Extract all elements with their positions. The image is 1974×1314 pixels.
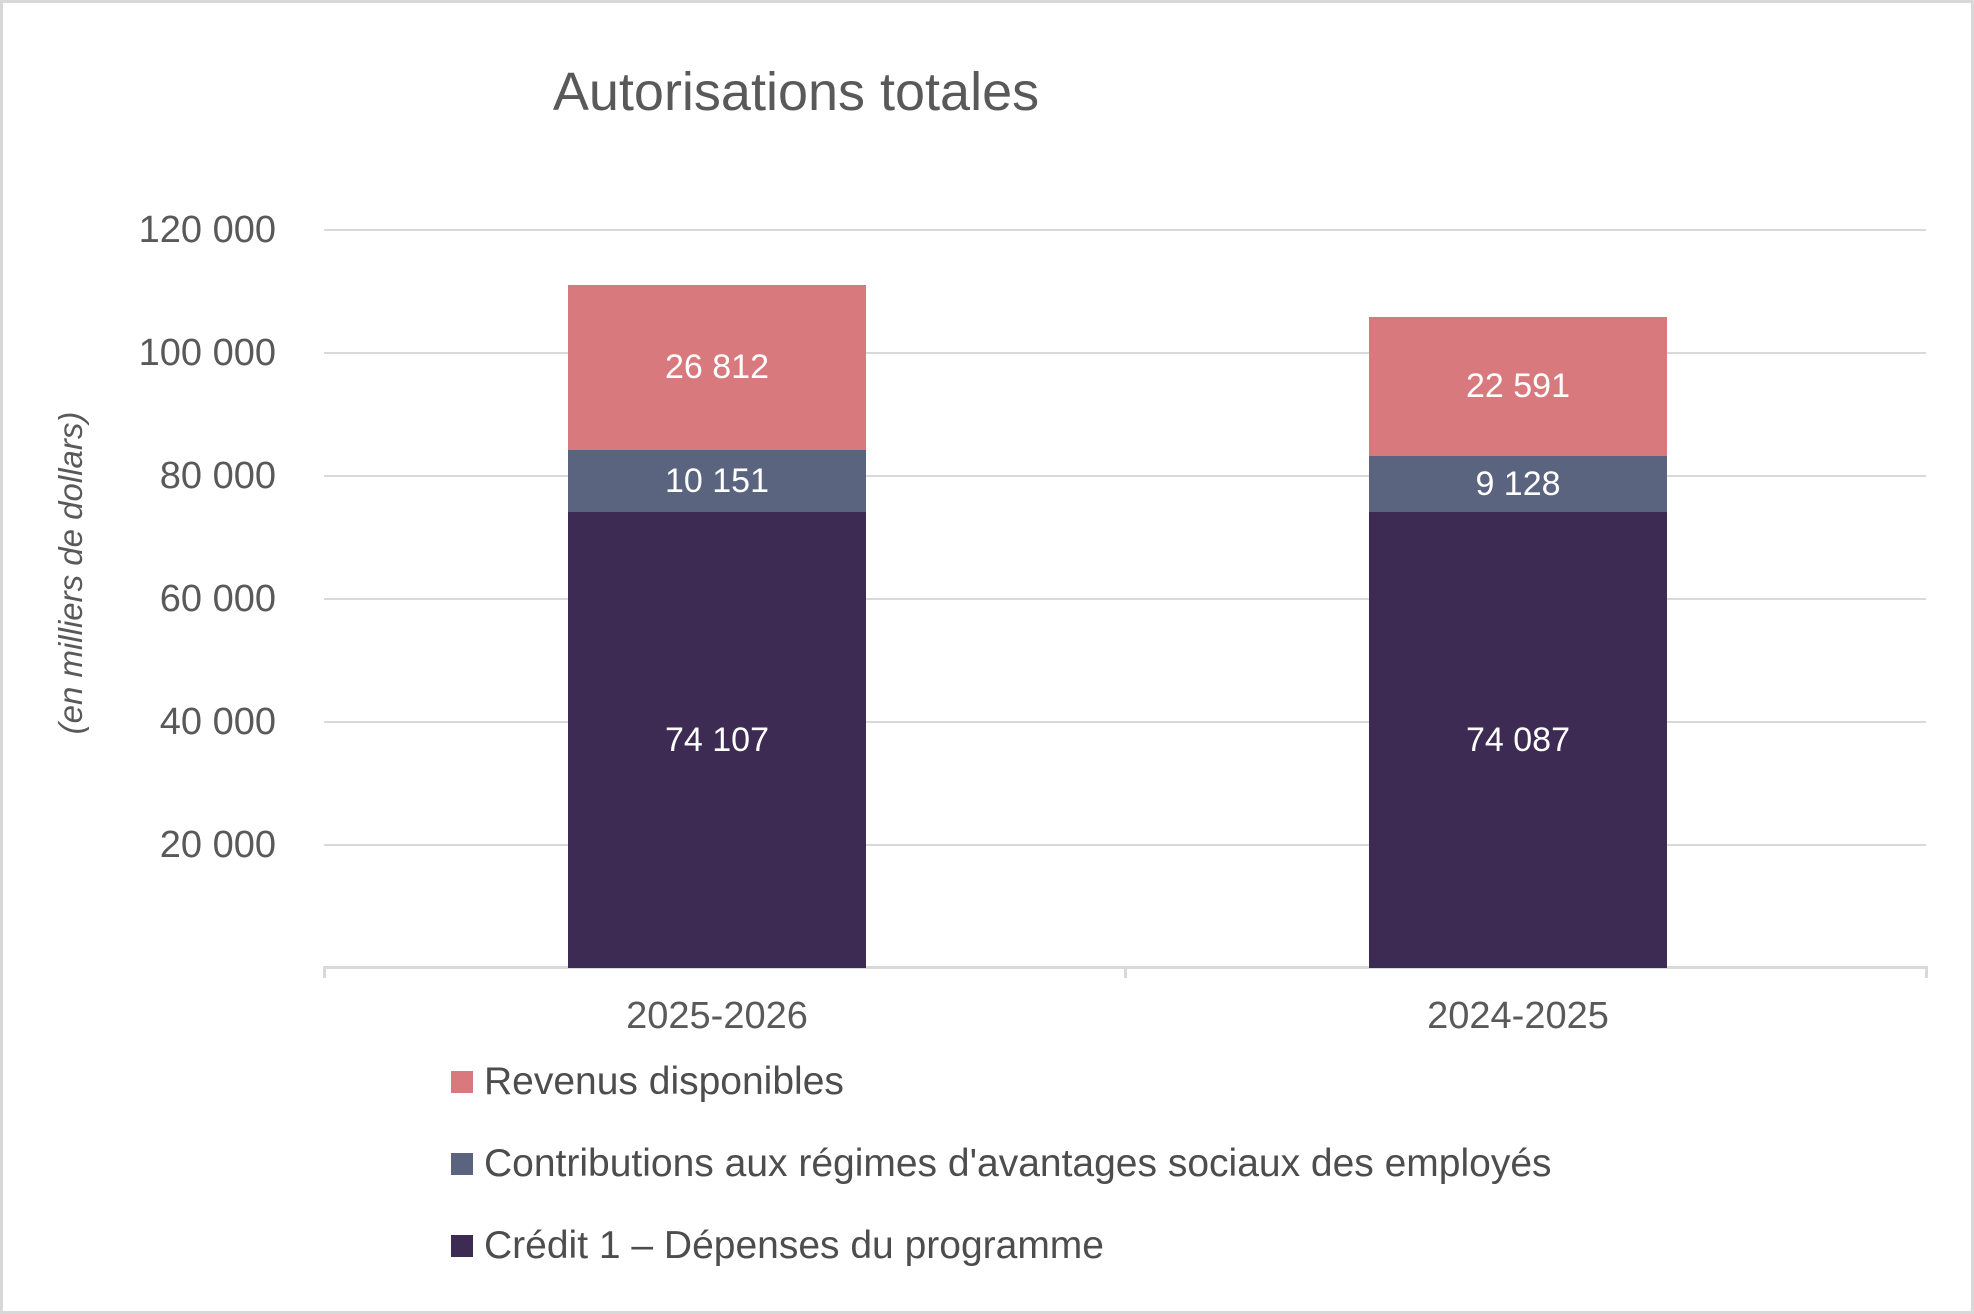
y-tick-label: 120 000 (138, 209, 276, 251)
legend-item: Revenus disponibles (451, 1060, 1552, 1104)
bar-value-label: 9 128 (1475, 464, 1561, 503)
bar-value-label: 22 591 (1466, 367, 1570, 406)
y-tick-label: 40 000 (159, 701, 276, 743)
gridline (324, 844, 1926, 846)
bar-value-label: 10 151 (665, 461, 769, 500)
gridline (324, 352, 1926, 354)
legend-item: Crédit 1 – Dépenses du programme (451, 1224, 1552, 1268)
gridline (324, 229, 1926, 231)
x-axis-tick (1124, 966, 1127, 978)
y-tick-label: 100 000 (138, 332, 276, 374)
legend: Revenus disponibles Contributions aux rég… (451, 1060, 1552, 1306)
gridline (324, 598, 1926, 600)
bar-segment: 74 107 (568, 512, 866, 968)
legend-item: Contributions aux régimes d'avantages so… (451, 1142, 1552, 1186)
y-tick-label: 80 000 (159, 455, 276, 497)
y-axis-title: (en milliers de dollars) (52, 411, 89, 735)
y-tick-label: 20 000 (159, 824, 276, 866)
bar-segment: 10 151 (568, 449, 866, 513)
category-label: 2024-2025 (1427, 995, 1609, 1037)
bar-segment: 74 087 (1369, 512, 1667, 968)
legend-swatch (451, 1235, 473, 1257)
x-axis-tick (1925, 966, 1928, 978)
legend-label: Crédit 1 – Dépenses du programme (484, 1224, 1104, 1267)
bar-value-label: 26 812 (665, 347, 769, 386)
y-tick-label: 60 000 (159, 578, 276, 620)
gridline (324, 475, 1926, 477)
legend-label: Contributions aux régimes d'avantages so… (484, 1142, 1552, 1185)
chart-title: Autorisations totales (552, 62, 1040, 122)
legend-swatch (451, 1153, 473, 1175)
legend-swatch (451, 1071, 473, 1093)
x-axis-tick (323, 966, 326, 978)
bar-value-label: 74 107 (665, 720, 769, 759)
gridline (324, 721, 1926, 723)
legend-label: Revenus disponibles (484, 1060, 844, 1103)
category-label: 2025-2026 (626, 995, 808, 1037)
bar-segment: 9 128 (1369, 456, 1667, 513)
bar-segment: 26 812 (568, 284, 866, 450)
bar-segment: 22 591 (1369, 317, 1667, 457)
bar-value-label: 74 087 (1466, 720, 1570, 759)
